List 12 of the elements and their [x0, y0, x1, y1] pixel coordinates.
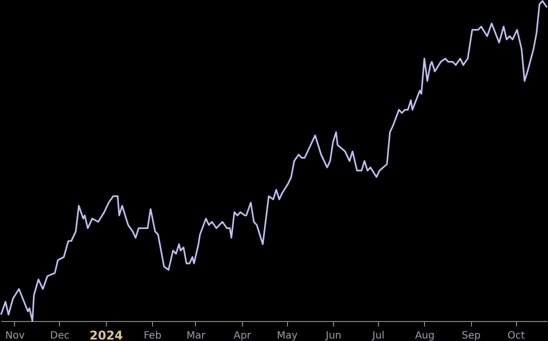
x-tick-label: Feb: [144, 330, 162, 341]
x-tick-label: May: [276, 330, 298, 341]
x-tick-label: Nov: [5, 330, 25, 341]
x-tick-label: Oct: [507, 330, 525, 341]
x-tick-label: Jun: [324, 330, 342, 341]
x-tick-label: Apr: [234, 330, 252, 341]
x-tick-label: 2024: [90, 328, 123, 341]
x-tick-label: Mar: [186, 330, 206, 341]
x-tick-label: Sep: [462, 330, 481, 341]
x-tick-label: Aug: [415, 330, 435, 341]
x-tick-label: Dec: [50, 330, 70, 341]
x-tick-label: Jul: [371, 330, 385, 341]
